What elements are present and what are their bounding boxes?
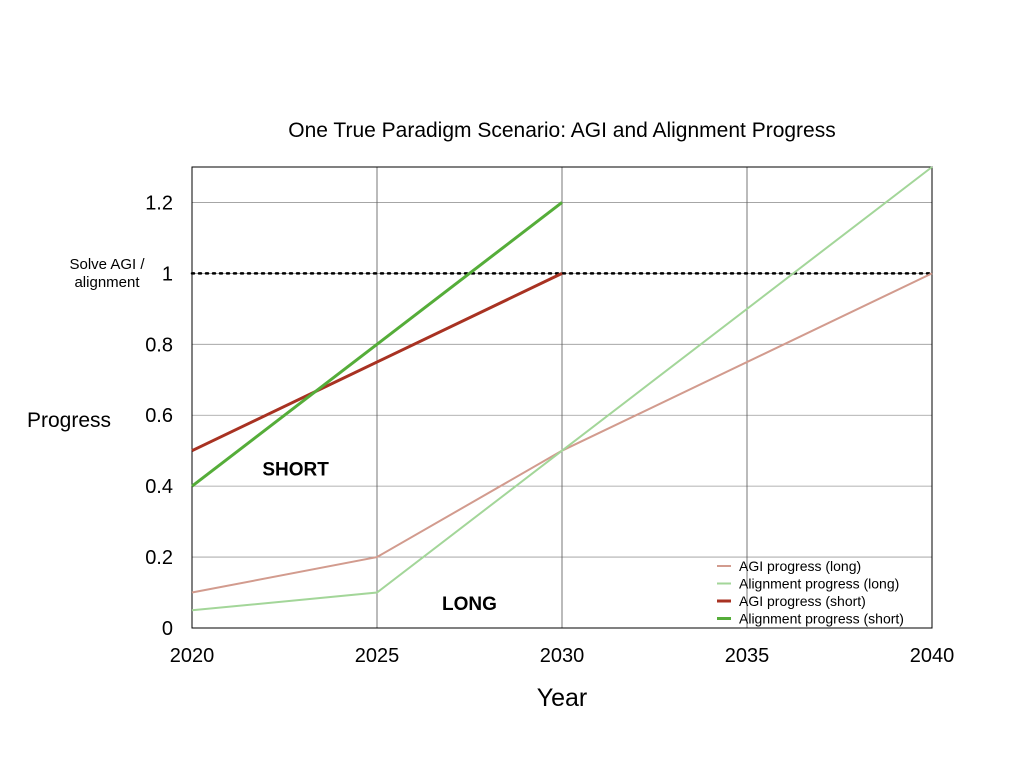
- x-tick-label: 2025: [355, 645, 400, 667]
- legend-label: Alignment progress (long): [739, 576, 899, 592]
- legend-label: Alignment progress (short): [739, 611, 904, 627]
- y-tick-label: 1: [162, 263, 173, 285]
- series-group: [191, 166, 933, 612]
- annotation-short: SHORT: [262, 459, 329, 480]
- plot-frame: [191, 166, 933, 629]
- reference-line-label: Solve AGI / alignment: [69, 256, 145, 291]
- annotations: SHORT LONG: [262, 459, 497, 615]
- x-tick-label: 2030: [540, 645, 585, 667]
- y-tick-label: 1.2: [145, 192, 173, 214]
- y-tick-label: 0.2: [145, 547, 173, 569]
- series-line-4: [191, 201, 563, 488]
- y-tick-label: 0: [162, 618, 173, 640]
- y-tick-label: 0.8: [145, 334, 173, 356]
- legend-label: AGI progress (long): [739, 558, 861, 574]
- chart-title: One True Paradigm Scenario: AGI and Alig…: [288, 119, 835, 142]
- y-tick-label: 0.6: [145, 405, 173, 427]
- x-tick-labels: 2020 2025 2030 2035 2040: [170, 645, 955, 667]
- series-line-2: [191, 166, 933, 612]
- legend: AGI progress (long) Alignment progress (l…: [717, 558, 904, 627]
- series-line-1: [191, 272, 933, 594]
- y-axis-label: Progress: [27, 409, 111, 432]
- y-tick-label: 0.4: [145, 476, 173, 498]
- annotation-long: LONG: [442, 594, 497, 615]
- reference-line-label-line: alignment: [74, 274, 140, 291]
- x-axis-label: Year: [537, 684, 588, 712]
- x-tick-label: 2040: [910, 645, 955, 667]
- x-tick-label: 2020: [170, 645, 215, 667]
- reference-line-label-line: Solve AGI /: [69, 256, 145, 273]
- legend-label: AGI progress (short): [739, 593, 866, 609]
- x-tick-label: 2035: [725, 645, 770, 667]
- y-tick-labels: 0 0.2 0.4 0.6 0.8 1 1.2: [145, 192, 173, 640]
- series-line-3: [191, 272, 563, 453]
